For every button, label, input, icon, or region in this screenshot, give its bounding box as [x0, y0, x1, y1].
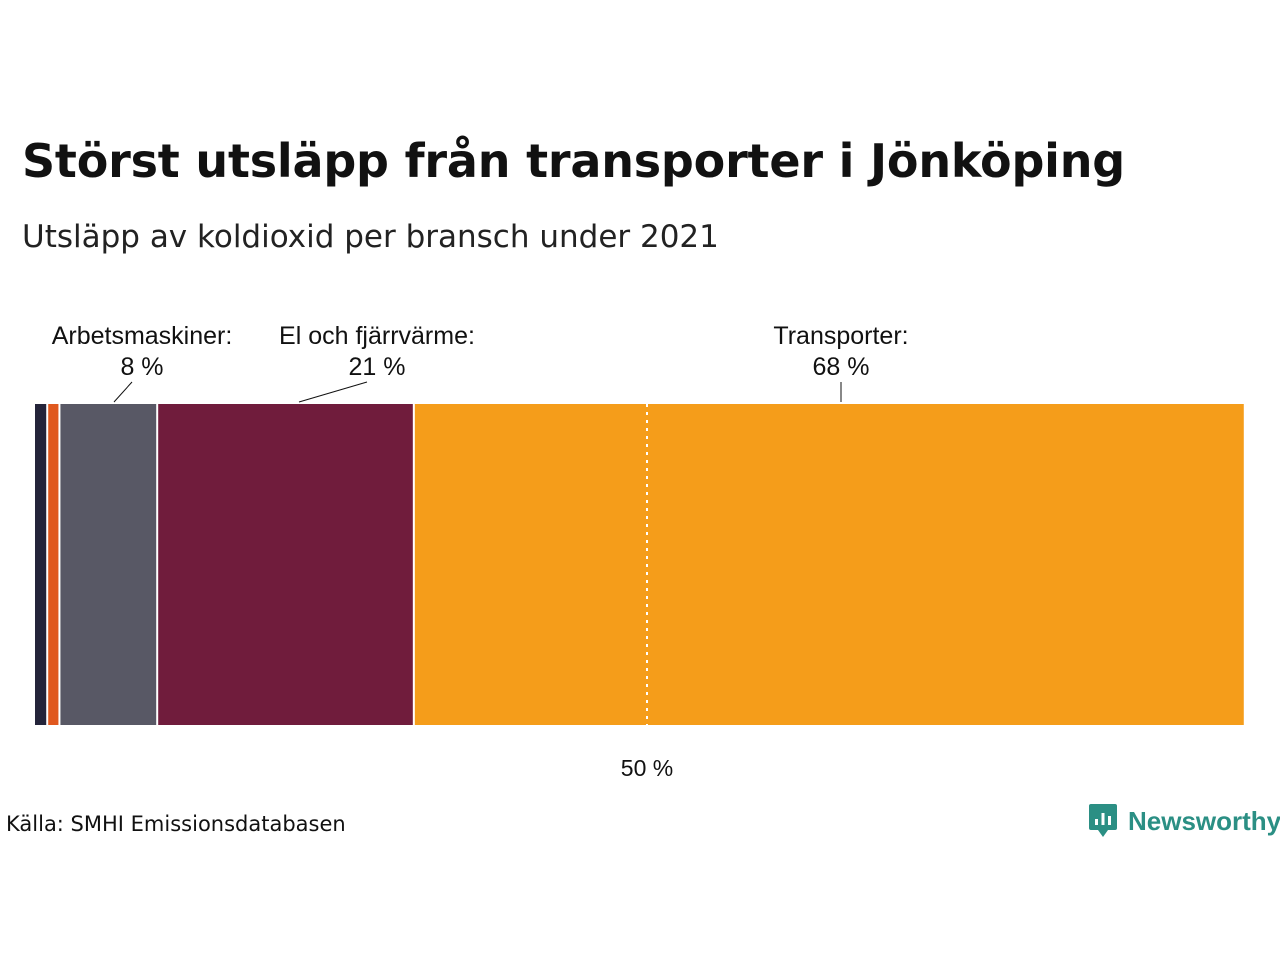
source-note: Källa: SMHI Emissionsdatabasen	[6, 812, 346, 836]
segment-label: El och fjärrvärme:	[279, 322, 475, 350]
segment-label: Transporter:	[773, 322, 908, 350]
segment-label: Arbetsmaskiner:	[52, 322, 233, 350]
segment-value-label: 68 %	[813, 353, 870, 381]
segment-annotations: Arbetsmaskiner: 8 % El och fjärrvärme: 21 %…	[52, 322, 909, 403]
segment-value-label: 21 %	[349, 353, 406, 381]
bar-segment-el-och-fj-rrv-rme	[158, 404, 413, 725]
brand-name: Newsworthy	[1128, 806, 1280, 836]
bar-segment-arbetsmaskiner	[60, 404, 157, 725]
chart-title: Störst utsläpp från transporter i Jönköp…	[22, 134, 1126, 188]
bar-segment-other-1	[48, 404, 59, 725]
segment-value-label: 8 %	[120, 353, 163, 381]
bar-segment-transporter	[414, 404, 1244, 725]
chart-subtitle: Utsläpp av koldioxid per bransch under 2…	[22, 219, 719, 255]
newsworthy-logo-icon	[1089, 804, 1117, 837]
bar-segment-other-0	[35, 404, 47, 725]
segment-leader-line	[298, 381, 368, 403]
brand-logo: Newsworthy	[1088, 802, 1280, 840]
bar-segments	[35, 404, 1244, 725]
segment-leader-line	[113, 381, 133, 403]
fifty-percent-label: 50 %	[621, 755, 673, 781]
stacked-bar-chart: 50 % Arbetsmaskiner: 8 % El och fjärrvärme…	[35, 322, 1244, 781]
